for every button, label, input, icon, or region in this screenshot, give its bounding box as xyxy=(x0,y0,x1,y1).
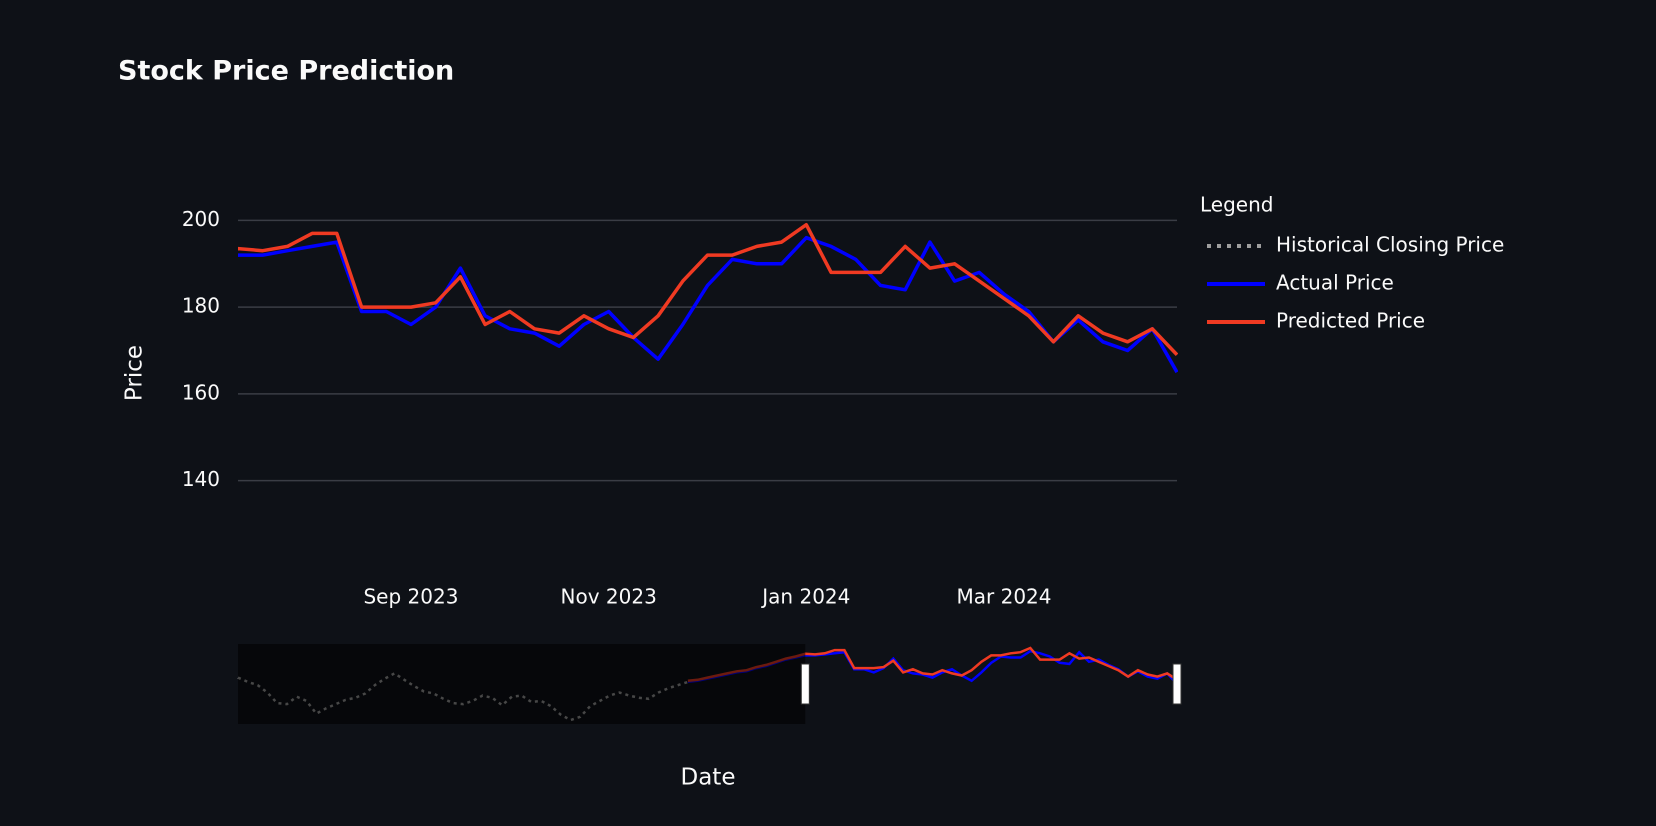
y-tick-label: 180 xyxy=(182,294,220,318)
y-axis-label: Price xyxy=(122,345,148,401)
line-series xyxy=(238,222,1178,357)
range-slider-mask xyxy=(238,644,806,724)
legend-label: Actual Price xyxy=(1276,271,1394,295)
y-tick-label: 160 xyxy=(182,380,220,404)
chart-title: Stock Price Prediction xyxy=(118,56,454,87)
range-slider-handle[interactable] xyxy=(800,663,810,705)
x-tick-label: Mar 2024 xyxy=(957,585,1052,609)
x-tick-label: Sep 2023 xyxy=(363,585,458,609)
range-slider-handle[interactable] xyxy=(1172,663,1182,705)
y-tick-label: 200 xyxy=(182,207,220,231)
legend-label: Historical Closing Price xyxy=(1276,233,1504,257)
x-tick-label: Nov 2023 xyxy=(561,585,657,609)
x-tick-label: Jan 2024 xyxy=(760,585,850,609)
x-axis-label: Date xyxy=(681,765,736,791)
legend-title: Legend xyxy=(1200,193,1273,217)
y-tick-label: 140 xyxy=(182,467,220,491)
plot-area xyxy=(238,222,1178,374)
legend-label: Predicted Price xyxy=(1276,309,1425,333)
